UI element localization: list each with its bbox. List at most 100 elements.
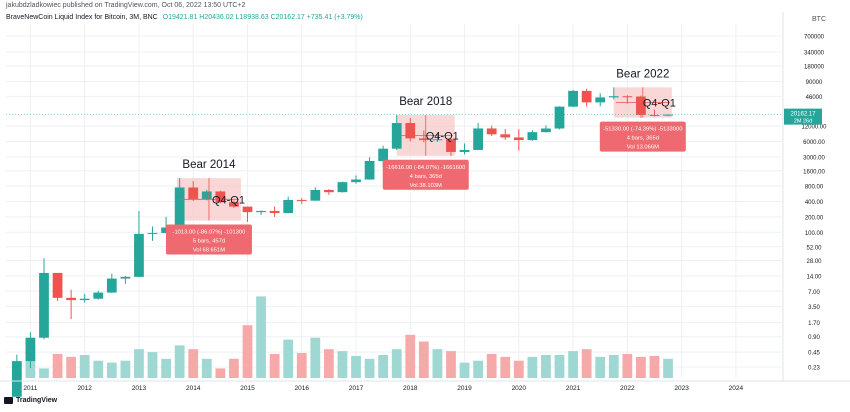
candle-up [554, 106, 565, 129]
candle-down [229, 202, 239, 207]
volume-bar [134, 349, 144, 378]
candle-down [418, 138, 429, 141]
symbol-info: BraveNewCoin Liquid Index for Bitcoin, 3… [6, 14, 363, 21]
volume-bar [283, 339, 294, 378]
y-tick-label: 12000.00 [801, 125, 827, 131]
measure-badge-line: Vol 68.651M [193, 248, 225, 254]
x-tick-label: 2022 [620, 385, 635, 392]
y-tick-label: 0.45 [808, 351, 820, 357]
y-tick-label: 3.50 [808, 305, 820, 311]
volume-bar [541, 354, 551, 378]
tradingview-logo-icon [4, 396, 13, 404]
candle-up [283, 199, 294, 214]
candle-down [500, 134, 511, 138]
measure-badge-line: Vol 13.066M [627, 145, 659, 151]
candle-up [120, 276, 131, 279]
y-tick-label: 1.70 [808, 321, 820, 327]
price-tag-countdown: 2M 26d [794, 119, 812, 125]
price-tag [784, 108, 822, 125]
volume-bar [229, 358, 239, 378]
x-tick-label: 2023 [674, 385, 689, 392]
candle-up [25, 337, 36, 362]
candle-down [405, 123, 416, 139]
x-tick-label: 2021 [566, 385, 581, 392]
y-tick-label: 400.00 [805, 200, 824, 206]
ohlc-high: H20436.02 [199, 14, 234, 21]
measure-badge [599, 121, 686, 152]
quarter-label: Q4-Q1 [426, 130, 459, 142]
volume-bar [201, 358, 212, 378]
volume-bar [215, 368, 226, 378]
volume-bar [25, 360, 36, 378]
x-tick-label: 2014 [186, 385, 201, 392]
volume-bar [39, 368, 49, 378]
volume-bar [188, 349, 199, 378]
x-tick-label: 2016 [295, 385, 310, 392]
candle-up [134, 233, 144, 277]
x-tick-label: 2018 [403, 385, 418, 392]
price-tag-value: 20162.17 [790, 112, 816, 118]
volume-bar [663, 358, 673, 378]
y-tick-label: 52.00 [806, 245, 822, 251]
candle-up [378, 148, 389, 161]
volume-bar [636, 356, 646, 378]
candle-down [52, 272, 63, 298]
candle-up [79, 298, 90, 301]
candle-up [106, 278, 117, 293]
candle-up [541, 128, 551, 133]
candle-up [11, 361, 22, 397]
x-tick-label: 2015 [240, 385, 255, 392]
volume-bar [106, 362, 117, 378]
candle-down [486, 128, 497, 135]
measure-badge-line: 5 bars, 457d [193, 239, 225, 245]
volume-bar [269, 354, 280, 378]
candle-up [147, 232, 158, 234]
candle-up [473, 128, 483, 150]
candle-up [432, 139, 443, 141]
y-tick-label: 0.23 [808, 365, 820, 371]
measure-badge-line: -1013.00 (-86.07%) -101300 [173, 230, 246, 236]
volume-bar [174, 345, 185, 378]
measure-badge-line: -51330.00 (-74.39%) -5133000 [603, 127, 682, 133]
measure-badge-line: 4 bars, 365d [410, 174, 442, 180]
y-tick-label: 46000 [806, 95, 823, 101]
measure-badge [382, 159, 469, 190]
y-tick-label: 7.00 [808, 290, 820, 296]
candle-up [663, 114, 673, 116]
candle-down [215, 191, 226, 203]
y-tick-label: 28.00 [806, 259, 822, 265]
x-tick-label: 2011 [23, 385, 37, 392]
volume-bar [337, 351, 348, 378]
volume-bar [473, 360, 483, 378]
ohlc-open: O19421.81 [162, 14, 198, 21]
candle-down [269, 210, 280, 214]
ohlc-low: L18938.63 [235, 14, 269, 21]
y-tick-label: 90000 [806, 80, 823, 86]
volume-bar [527, 356, 538, 378]
y-tick-label: 0.90 [808, 335, 820, 341]
candle-down [446, 139, 456, 152]
candle-up [310, 190, 321, 201]
volume-bar [513, 360, 524, 378]
volume-bar [568, 351, 578, 378]
candle-up [364, 160, 375, 180]
volume-bar [418, 341, 429, 378]
x-tick-label: 2024 [729, 385, 744, 392]
volume-bar [79, 354, 90, 378]
measure-badge [165, 224, 252, 255]
measure-badge-line: 4 bars, 365d [627, 136, 659, 142]
volume-bar [554, 354, 565, 378]
candle-down [636, 96, 646, 115]
candle-up [351, 179, 361, 183]
volume-bar [147, 352, 158, 378]
candle-up [201, 191, 212, 199]
candle-up [568, 90, 578, 107]
candle-up [527, 132, 538, 141]
candle-up [174, 187, 185, 228]
candle-up [256, 210, 266, 213]
tradingview-brand[interactable]: TradingView [4, 395, 57, 405]
ohlc-change: +735.41 (+3.79%) [306, 14, 363, 21]
